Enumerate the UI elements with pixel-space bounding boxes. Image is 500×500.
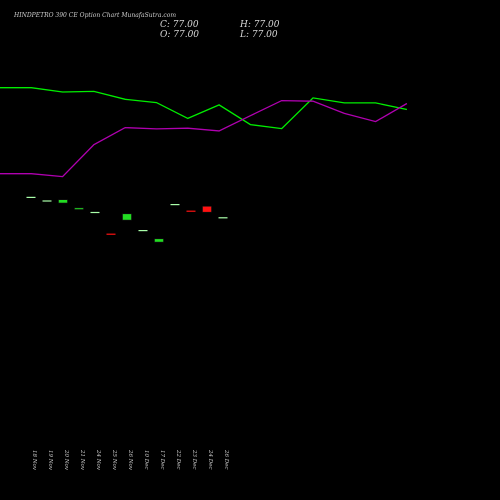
candles-layer	[26, 196, 228, 243]
candle	[26, 196, 36, 198]
candle	[202, 206, 212, 213]
candle	[58, 199, 68, 204]
chart-title: HINDPETRO 390 CE Option Chart MunafaSutr…	[13, 12, 176, 19]
x-tick-label: 25 Nov	[111, 449, 117, 471]
x-tick-label: 23 Dec	[191, 449, 197, 470]
x-tick-label: 20 Nov	[63, 449, 69, 471]
x-tick-label: 19 Nov	[47, 450, 53, 471]
x-tick-label: 22 Dec	[175, 449, 181, 470]
candle	[122, 213, 132, 221]
x-tick-label: 24 Dec	[207, 449, 213, 470]
candle	[90, 211, 100, 214]
candle	[170, 204, 180, 206]
candle	[138, 230, 148, 232]
high-value: H: 77.00	[239, 20, 280, 30]
x-tick-label: 26 Dec	[223, 449, 229, 470]
lower-band-line	[0, 99, 408, 178]
low-value: L: 77.00	[239, 30, 278, 40]
x-tick-label: 26 Nov	[127, 449, 133, 471]
x-tick-label: 10 Dec	[143, 450, 149, 470]
candle	[218, 217, 228, 219]
upper-band-line	[0, 87, 408, 130]
close-value: C: 77.00	[160, 20, 199, 30]
candle	[186, 210, 196, 212]
candle	[42, 200, 52, 202]
candle	[74, 207, 84, 210]
x-tick-label: 21 Nov	[79, 449, 85, 471]
x-axis: 18 Nov 19 Nov 20 Nov 21 Nov 24 Nov 25 Nov 26 N…	[31, 449, 229, 471]
candle	[106, 233, 116, 235]
x-tick-label: 18 Nov	[31, 450, 37, 471]
bands-layer	[0, 87, 408, 178]
candle	[154, 238, 164, 243]
open-value: O: 77.00	[160, 30, 199, 40]
x-tick-label: 24 Nov	[95, 449, 101, 471]
x-tick-label: 17 Dec	[159, 450, 165, 470]
